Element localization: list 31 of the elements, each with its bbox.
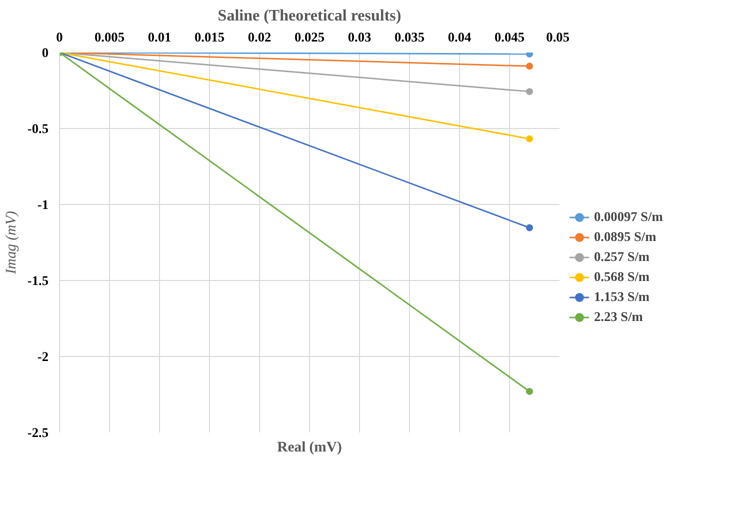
x-axis-title: Real (mV) <box>277 440 342 456</box>
point <box>526 88 533 96</box>
x-tick-label: 0.015 <box>194 30 225 44</box>
legend-label: 1.153 S/m <box>594 289 650 305</box>
y-tick-label: -0.5 <box>27 121 49 136</box>
y-tick-label: 0 <box>42 45 49 60</box>
x-tick-label: 0.04 <box>448 30 472 44</box>
point <box>526 135 533 142</box>
legend-label: 0.0895 S/m <box>594 229 656 245</box>
y-tick-label: -2.5 <box>27 425 49 440</box>
point <box>526 52 533 58</box>
legend-label: 0.00097 S/m <box>594 209 663 225</box>
x-tick-label: 0.03 <box>348 30 372 44</box>
x-tick-label: 0.01 <box>148 30 172 44</box>
y-tick-label: -1.5 <box>27 273 49 288</box>
legend-label: 0.257 S/m <box>594 249 650 265</box>
legend-label: 2.23 S/m <box>594 309 643 325</box>
y-tick-label: -2 <box>37 349 49 364</box>
x-tick-label: 0.025 <box>294 30 325 44</box>
x-tick-label: 0.045 <box>494 30 525 44</box>
x-tick-label: 0.005 <box>94 30 125 44</box>
x-tick-label: 0 <box>56 30 64 44</box>
x-tick-label: 0.05 <box>546 30 570 44</box>
chart-title: Saline (Theoretical results) <box>218 8 402 24</box>
point <box>526 224 533 232</box>
x-tick-label: 0.035 <box>394 30 425 44</box>
y-axis-title: Imag (mV) <box>3 210 20 276</box>
y-tick-label: -1 <box>37 197 49 212</box>
legend-label: 0.568 S/m <box>594 269 650 285</box>
x-tick-label: 0.02 <box>248 30 272 44</box>
point <box>526 62 533 70</box>
